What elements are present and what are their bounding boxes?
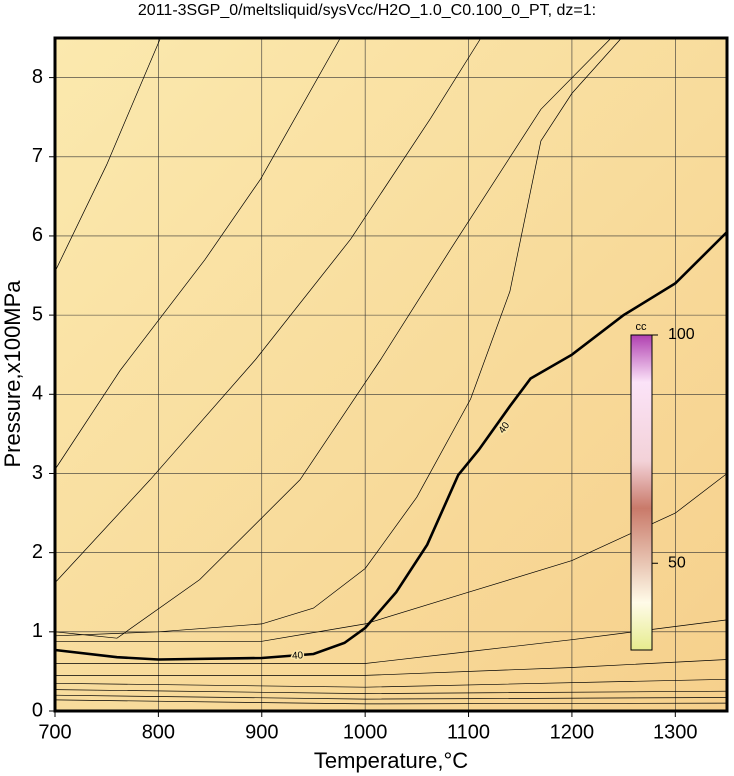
contour-line [54,37,622,637]
contour-line [55,619,728,664]
colorbar [630,334,653,651]
contour-line [55,659,728,676]
x-tick-label: 1000 [343,721,388,743]
colorbar-label: cc [636,321,648,333]
contour-line [54,37,612,639]
y-tick-label: 8 [32,66,43,88]
x-tick-label: 1100 [447,721,490,743]
x-tick-label: 1300 [653,721,698,743]
y-tick-label: 4 [32,383,43,405]
x-tick-label: 1200 [550,721,595,743]
contour-line [54,699,728,705]
colorbar-tick-label: 50 [668,554,686,571]
contour-line-bold [54,231,728,661]
y-tick-label: 6 [32,224,43,246]
contour-line [55,473,728,642]
contour-line [54,689,728,694]
y-tick-label: 3 [32,462,43,484]
plot-background [55,38,727,711]
y-tick-label: 0 [32,699,43,721]
grid [54,38,727,712]
y-tick-label: 7 [32,145,43,167]
chart-title: 2011-3SGP_0/meltsliquid/sysVcc/H2O_1.0_C… [138,2,596,19]
frame [53,36,729,713]
y-tick-label: 5 [32,303,43,325]
y-axis-label: Pressure,x100MPa [0,280,25,468]
y-tick-label: 1 [32,620,43,642]
x-tick-label: 800 [142,721,175,743]
x-tick-label: 700 [38,721,71,743]
contour-line [54,37,482,583]
contour-label: 40 [292,650,304,662]
x-tick-label: 900 [245,721,278,743]
contour-line [54,694,728,700]
colorbar-axis: cc 50 100 [636,321,695,572]
x-axis-label: Temperature,°C [314,748,468,773]
contour-line [54,37,161,272]
y-tick-label: 2 [32,541,43,563]
colorbar-tick-label: 100 [668,326,695,343]
contour-line [54,678,728,688]
contour-line [54,37,341,470]
